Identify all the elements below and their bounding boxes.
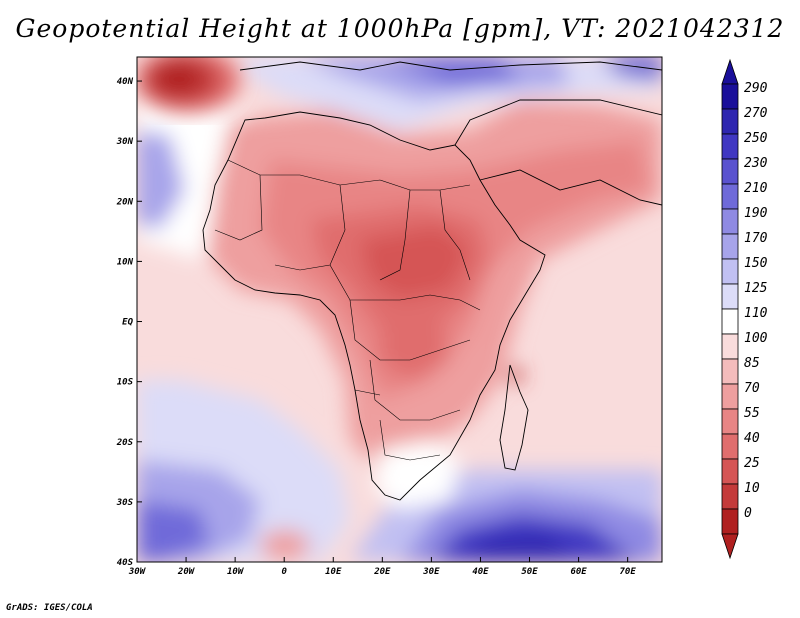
colorbar-label: 290: [744, 81, 768, 96]
lat-tick-label: 30N: [116, 137, 134, 147]
lon-tick-label: 20W: [177, 567, 196, 577]
longitude-axis: 30W 20W 10W 0 10E 20E 30E 40E 50E 60E 70E: [128, 557, 636, 577]
colorbar-label: 100: [744, 331, 768, 346]
lon-tick-label: 60E: [570, 567, 587, 577]
lat-tick-label: 10N: [117, 257, 134, 267]
grads-credit: GrADS: IGES/COLA: [6, 603, 93, 613]
lon-tick-label: 20E: [373, 567, 391, 577]
lon-tick-label: 0: [281, 567, 287, 577]
colorbar-swatch: [721, 208, 739, 235]
lat-tick-label: EQ: [122, 318, 133, 328]
lat-tick-label: 20N: [116, 197, 134, 207]
colorbar-swatch: [721, 133, 739, 160]
colorbar-label: 70: [744, 381, 760, 396]
colorbar-label: 150: [744, 256, 768, 271]
colorbar-label: 250: [744, 131, 768, 146]
colorbar-swatch: [721, 408, 739, 435]
colorbar-bottom-arrow: [721, 533, 739, 560]
colorbar-swatch: [721, 358, 739, 385]
colorbar-label: 85: [744, 356, 760, 371]
colorbar-label: 210: [744, 181, 768, 196]
colorbar-swatch: [721, 483, 739, 510]
lat-tick-label: 40N: [117, 77, 134, 87]
colorbar-label: 25: [744, 456, 760, 471]
lon-tick-label: 30E: [422, 567, 440, 577]
plot-frame: [136, 56, 663, 563]
lat-tick-label: 10S: [117, 378, 134, 388]
colorbar-label: 10: [744, 481, 760, 496]
coastlines: [202, 61, 662, 501]
colorbar-swatch: [721, 458, 739, 485]
map-title: Geopotential Height at 1000hPa [gpm], VT…: [15, 14, 785, 43]
lon-tick-label: 50E: [521, 567, 538, 577]
lon-tick-label: 10E: [325, 567, 342, 577]
colorbar-label: 55: [744, 406, 760, 421]
colorbar-label: 170: [744, 231, 768, 246]
lat-tick-label: 40S: [117, 558, 134, 568]
country-borders: [214, 159, 481, 461]
lon-tick-label: 70E: [620, 567, 637, 577]
colorbar-swatch: [721, 283, 739, 310]
lon-tick-label: 40E: [472, 567, 489, 577]
colorbar-swatch: [721, 183, 739, 210]
latitude-axis: 40N 30N 20N 10N EQ 10S 20S 30S 40S: [116, 77, 142, 568]
colorbar-swatch: [721, 383, 739, 410]
colorbar-swatch: [721, 333, 739, 360]
lat-tick-label: 20S: [116, 438, 134, 448]
colorbar-label: 125: [744, 281, 768, 296]
colorbar-swatch: [721, 258, 739, 285]
colorbar-swatch: [721, 433, 739, 460]
colorbar-swatch: [721, 108, 739, 135]
colorbar-top-arrow: [721, 58, 739, 85]
colorbar-swatch: [721, 508, 739, 535]
colorbar-label: 40: [744, 431, 760, 446]
colorbar-label: 0: [744, 506, 752, 521]
colorbar-label: 230: [744, 156, 768, 171]
colorbar: 2902702502302101901701501251101008570554…: [721, 58, 768, 560]
colorbar-label: 190: [744, 206, 768, 221]
colorbar-swatch: [721, 158, 739, 185]
lon-tick-label: 10W: [227, 567, 245, 577]
colorbar-swatch: [721, 308, 739, 335]
colorbar-label: 270: [744, 106, 768, 121]
lat-tick-label: 30S: [116, 498, 134, 508]
colorbar-swatch: [721, 233, 739, 260]
height-field: [137, 57, 662, 562]
lon-tick-label: 30W: [128, 567, 147, 577]
colorbar-label: 110: [744, 306, 768, 321]
colorbar-swatch: [721, 83, 739, 110]
